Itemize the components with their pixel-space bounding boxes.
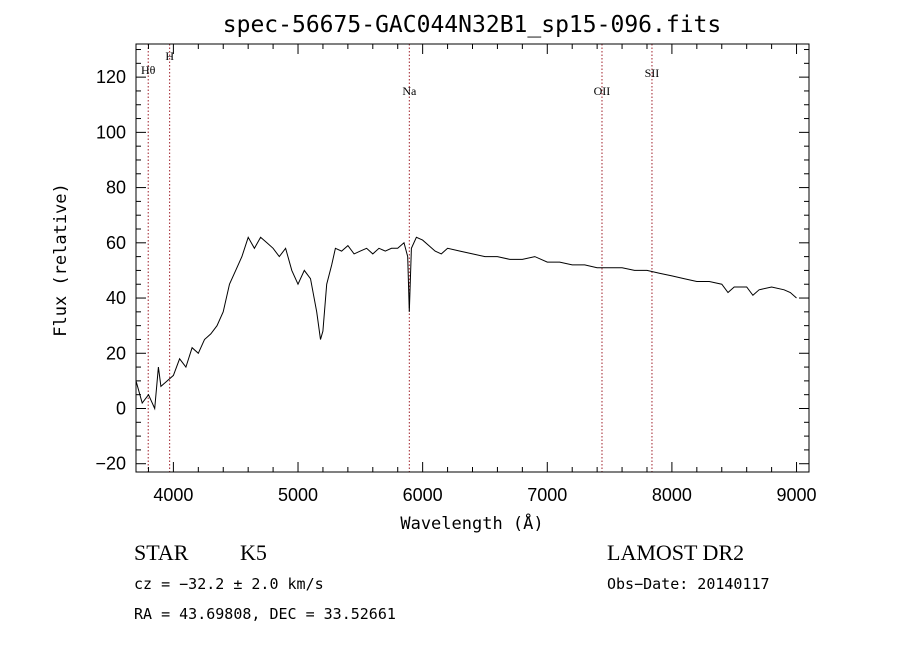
- survey-name: LAMOST DR2: [607, 540, 744, 565]
- spectral-line-label: Na: [402, 84, 417, 98]
- spectral-line-label: H: [165, 49, 174, 63]
- spectrum-line: [135, 236, 797, 411]
- object-type: STAR: [134, 540, 189, 565]
- x-tick-label: 4000: [153, 485, 193, 505]
- x-tick-label: 6000: [403, 485, 443, 505]
- spectrum-series: [135, 236, 797, 411]
- object-subclass: K5: [240, 540, 267, 565]
- y-tick-label: 120: [96, 67, 126, 87]
- redshift-text: cz = −32.2 ± 2.0 km/s: [134, 575, 324, 593]
- y-tick-label: 80: [106, 178, 126, 198]
- spectral-line-label: OII: [594, 84, 611, 98]
- x-tick-label: 7000: [527, 485, 567, 505]
- y-tick-label: 20: [106, 343, 126, 363]
- chart-title: spec-56675-GAC044N32B1_sp15-096.fits: [223, 12, 722, 38]
- plot-frame: [135, 43, 810, 473]
- y-tick-label: 100: [96, 122, 126, 142]
- obs-date-text: Obs−Date: 20140117: [607, 575, 770, 593]
- axis-ticks: 4000 5000 6000 7000 8000 9000 −20 0 20 40 60 80 100 1…: [95, 44, 817, 505]
- x-axis-label: Wavelength (Å): [400, 512, 543, 534]
- x-tick-label: 9000: [777, 485, 817, 505]
- y-axis-label: Flux (relative): [51, 183, 71, 337]
- coordinates-text: RA = 43.69808, DEC = 33.52661: [134, 605, 396, 623]
- y-tick-label: 60: [106, 233, 126, 253]
- y-tick-label: −20: [95, 454, 126, 474]
- spectral-line-markers: Hθ H Na OII SII: [141, 44, 659, 472]
- x-tick-label: 5000: [278, 485, 318, 505]
- spectral-line-label: SII: [645, 66, 660, 80]
- x-tick-label: 8000: [652, 485, 692, 505]
- spectral-line-label: Hθ: [141, 63, 156, 77]
- y-tick-label: 40: [106, 288, 126, 308]
- y-tick-label: 0: [116, 398, 126, 418]
